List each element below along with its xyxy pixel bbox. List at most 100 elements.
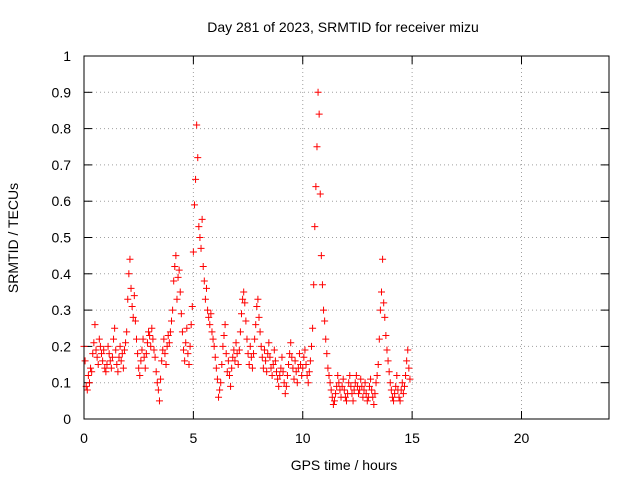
data-point [94, 361, 102, 369]
data-point [223, 368, 231, 376]
data-point [312, 183, 320, 191]
data-point [254, 295, 262, 303]
data-point [332, 390, 340, 398]
data-point [117, 357, 125, 365]
data-point [115, 353, 123, 361]
data-point [192, 175, 200, 183]
y-tick-label: 0.1 [52, 375, 72, 391]
data-point [396, 397, 404, 405]
data-point [102, 368, 110, 376]
data-point [220, 332, 228, 340]
data-point [317, 252, 325, 260]
y-tick-label: 0.4 [52, 266, 72, 282]
data-point [95, 335, 103, 343]
data-point [262, 357, 270, 365]
data-point [388, 393, 396, 401]
data-point [186, 342, 194, 350]
data-point [308, 342, 315, 350]
data-point [228, 364, 236, 372]
plot-frame [83, 55, 610, 420]
data-point [403, 357, 411, 365]
data-point [355, 390, 363, 398]
data-point [365, 382, 373, 390]
data-point [290, 375, 298, 383]
data-point [375, 335, 383, 343]
data-point [175, 266, 183, 274]
data-point [198, 215, 206, 223]
y-tick-label: 0.9 [52, 84, 72, 100]
data-point [278, 353, 286, 361]
data-point [207, 310, 215, 318]
data-point [273, 368, 280, 376]
data-point [346, 371, 354, 379]
data-point [256, 328, 264, 336]
data-point [143, 339, 151, 347]
data-point [158, 357, 166, 365]
data-point [300, 353, 308, 361]
data-point [324, 364, 332, 372]
data-point [316, 190, 324, 198]
data-point [161, 350, 169, 358]
data-point [107, 364, 115, 372]
data-point [321, 317, 329, 325]
data-point [208, 328, 216, 336]
y-tick-label: 0.7 [52, 157, 72, 173]
data-point [173, 295, 181, 303]
data-point [352, 371, 360, 379]
data-point [334, 371, 342, 379]
data-point [383, 346, 391, 354]
data-point [320, 306, 328, 314]
data-point [85, 379, 93, 387]
data-point [248, 364, 256, 372]
data-point [328, 393, 336, 401]
data-point [150, 346, 158, 354]
data-point [103, 361, 111, 369]
x-tick-labels: 0 5 10 15 20 [80, 430, 529, 446]
data-point [148, 324, 156, 332]
data-point [139, 335, 147, 343]
data-point [203, 284, 210, 292]
data-point [152, 368, 160, 376]
data-point [146, 332, 154, 340]
data-point [390, 397, 398, 405]
data-point [392, 382, 400, 390]
data-point [326, 379, 334, 387]
data-point [128, 302, 136, 310]
data-point [288, 353, 296, 361]
data-point [405, 364, 413, 372]
data-point [190, 201, 198, 209]
data-point [292, 368, 300, 376]
data-point [367, 375, 375, 383]
data-point [108, 353, 116, 361]
data-point [187, 321, 195, 329]
data-point [379, 255, 387, 263]
y-axis-label: SRMTID / TECUs [5, 183, 21, 293]
data-point [362, 390, 370, 398]
data-point [374, 361, 382, 369]
data-point [385, 368, 393, 376]
data-point [276, 371, 284, 379]
y-tick-label: 0.3 [52, 302, 72, 318]
data-point [330, 397, 338, 405]
data-point [233, 350, 241, 358]
data-point [124, 295, 132, 303]
data-point [378, 288, 385, 296]
data-point [92, 346, 100, 354]
data-point [386, 379, 394, 387]
data-point [160, 335, 168, 343]
data-point [382, 332, 390, 340]
data-point [398, 379, 406, 387]
data-point [251, 335, 259, 343]
data-point [104, 342, 112, 350]
x-tick-label: 10 [295, 430, 311, 446]
data-point [393, 371, 401, 379]
data-point [229, 353, 237, 361]
data-point [217, 379, 225, 387]
data-point [347, 382, 355, 390]
y-tick-label: 1 [63, 48, 71, 64]
y-tick-label: 0.5 [52, 230, 72, 246]
data-point [194, 154, 202, 162]
data-point [147, 342, 155, 350]
data-point [140, 353, 148, 361]
data-point [100, 346, 108, 354]
